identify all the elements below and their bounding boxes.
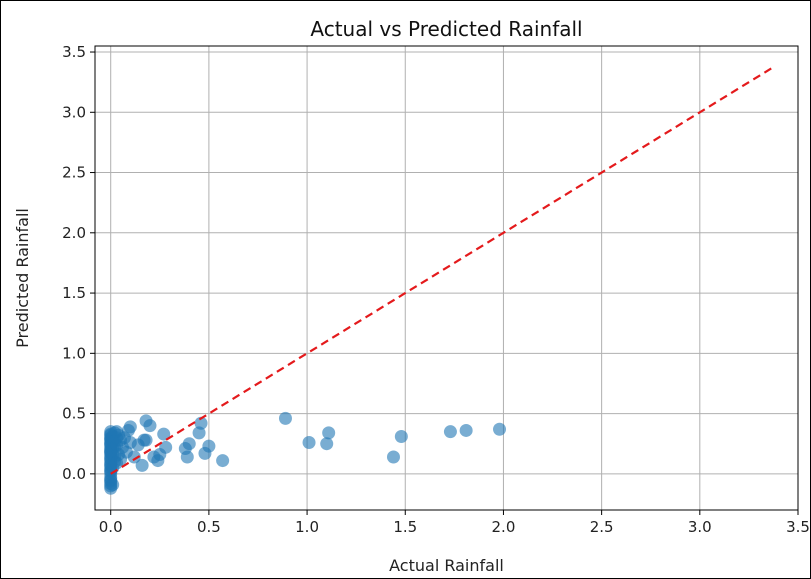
x-axis-label: Actual Rainfall — [389, 556, 504, 575]
y-tick-label: 3.5 — [62, 43, 86, 61]
data-point — [159, 440, 173, 454]
data-point — [135, 458, 149, 472]
data-point — [143, 419, 157, 433]
x-tick-label: 3.0 — [688, 518, 712, 536]
x-tick-label: 0.5 — [197, 518, 221, 536]
x-tick-label: 2.5 — [590, 518, 614, 536]
data-point — [320, 437, 334, 451]
x-tick-label: 1.0 — [295, 518, 319, 536]
y-tick-label: 3.0 — [62, 103, 86, 121]
data-point — [443, 425, 457, 439]
y-tick-label: 2.0 — [62, 224, 86, 242]
data-point — [192, 426, 206, 440]
y-tick-label: 0.0 — [62, 465, 86, 483]
axes: 0.0 0.5 1.0 1.5 2.0 2.5 3.0 3.5 0.0 0.5 1.0 1.5 2.0 2… — [62, 43, 810, 536]
x-tick-label: 3.5 — [786, 518, 810, 536]
data-point — [202, 439, 216, 453]
data-point — [194, 416, 208, 430]
data-point — [106, 478, 120, 492]
data-point — [127, 450, 141, 464]
plot-area-border — [94, 45, 799, 511]
data-point — [493, 422, 507, 436]
data-point — [278, 411, 292, 425]
data-point — [157, 427, 171, 441]
y-tick-label: 2.5 — [62, 164, 86, 182]
x-tick-label: 2.0 — [492, 518, 516, 536]
data-point — [386, 450, 400, 464]
y-tick-label: 1.0 — [62, 344, 86, 362]
y-axis-label: Predicted Rainfall — [13, 208, 32, 348]
data-point — [302, 436, 316, 450]
y-tick-label: 0.5 — [62, 405, 86, 423]
data-point — [180, 450, 194, 464]
data-point — [216, 454, 230, 468]
y-tick-label: 1.5 — [62, 284, 86, 302]
data-point — [394, 429, 408, 443]
reference-line — [110, 66, 774, 475]
data-point — [182, 437, 196, 451]
x-tick-label: 0.0 — [99, 518, 123, 536]
data-point — [139, 433, 153, 447]
chart-title: Actual vs Predicted Rainfall — [310, 17, 582, 41]
data-point — [123, 420, 137, 434]
x-tick-label: 1.5 — [393, 518, 417, 536]
data-points — [104, 411, 507, 495]
data-point — [322, 426, 336, 440]
data-point — [459, 423, 473, 437]
reference-line-group — [110, 66, 774, 475]
